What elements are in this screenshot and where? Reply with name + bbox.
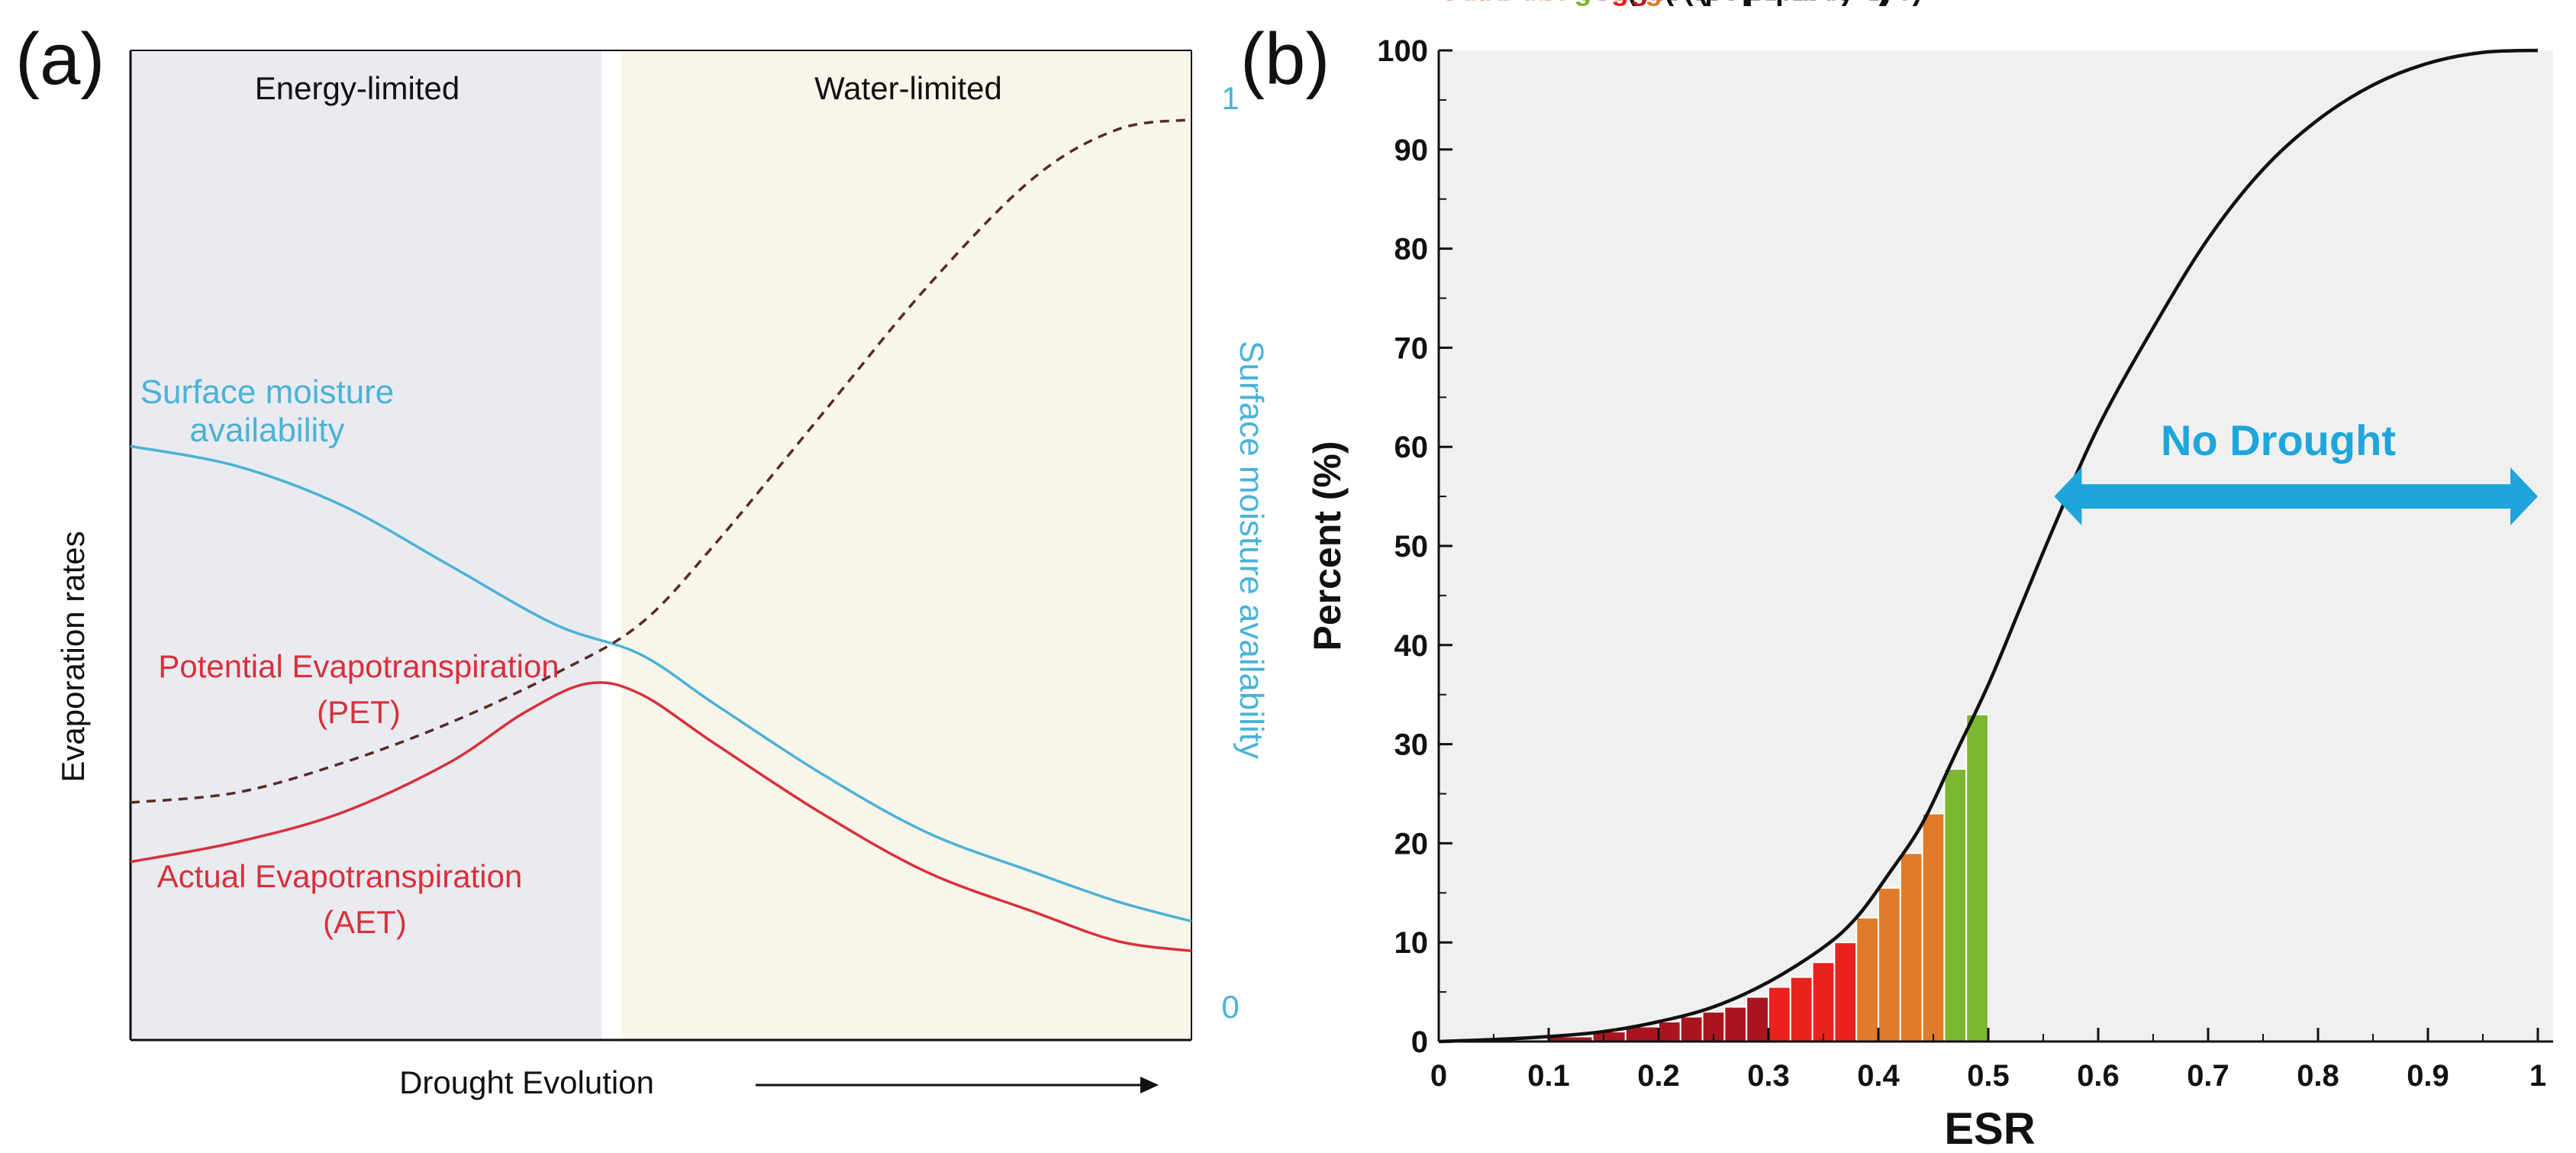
esr-bar — [1921, 812, 1946, 1042]
drought-category-name: Extreme Drought — [1440, 0, 1684, 7]
esr-bar — [1878, 887, 1901, 1043]
drought-category-name: Moderate Drought — [1440, 0, 1698, 7]
water-limited-region — [621, 50, 1191, 1040]
drought-category-percentile: (10th percentile) — [1665, 0, 1889, 7]
panel-a-label: (a) — [15, 18, 105, 100]
esr-bar — [1658, 1021, 1681, 1042]
esr-bar — [1768, 986, 1791, 1042]
esr-bar — [1723, 1006, 1748, 1042]
pet-label-line2: (PET) — [317, 694, 401, 730]
sma-line — [130, 444, 1192, 923]
x-tick-label: 0.9 — [2407, 1059, 2449, 1093]
y-axis-label: Evaporation rates — [55, 531, 91, 782]
drought-category-label: Severe Drought (10th percentile) — [1440, 0, 1888, 7]
y-tick-label: 50 — [1394, 530, 1429, 564]
y-tick-label: 100 — [1377, 34, 1428, 68]
esr-bar — [1943, 768, 1968, 1042]
x-arrow-head — [1140, 1077, 1159, 1093]
energy-limited-label: Energy-limited — [255, 70, 459, 106]
panel-b: (b) Mild Drought (30th percentile)Modera… — [1240, 0, 2553, 1153]
x-tick-label: 0.2 — [1637, 1059, 1680, 1093]
energy-limited-region — [131, 50, 601, 1040]
pet-label-line1: Potential Evapotranspiration — [158, 648, 559, 684]
no-drought-label: No Drought — [2161, 416, 2396, 464]
y-tick-label: 10 — [1394, 926, 1429, 960]
b-x-axis-label: ESR — [1944, 1104, 2035, 1153]
right-axis-bottom-tick: 0 — [1221, 989, 1239, 1025]
drought-category-name: Severe Drought — [1440, 0, 1665, 7]
x-tick-label: 0 — [1430, 1059, 1447, 1093]
y-tick-label: 70 — [1394, 331, 1429, 365]
panel-b-label: (b) — [1240, 18, 1330, 100]
drought-category-label: Mild Drought (30th percentile) — [1440, 0, 1851, 7]
y-tick-label: 90 — [1394, 134, 1429, 167]
x-tick-label: 0.3 — [1747, 1059, 1790, 1093]
esr-bar — [1965, 713, 1989, 1042]
aet-label-line2: (AET) — [323, 904, 407, 940]
y-tick-label: 40 — [1394, 629, 1429, 663]
pet-line — [130, 118, 1192, 804]
y-tick-label: 60 — [1394, 431, 1429, 464]
drought-category-label: Extreme Drought (5th percentile) — [1440, 0, 1891, 7]
x-tick-label: 0.7 — [2187, 1059, 2229, 1093]
x-tick-label: 0.5 — [1967, 1059, 2010, 1093]
no-drought-group: No Drought — [2054, 416, 2538, 526]
esr-bar — [1855, 916, 1879, 1043]
esr-bar — [1789, 976, 1814, 1042]
drought-category-percentile: (20th percentile) — [1698, 0, 1923, 7]
x-tick-label: 0.1 — [1527, 1059, 1570, 1093]
drought-category-percentile: (5th percentile) — [1684, 0, 1891, 7]
drought-category-percentile: (30th percentile) — [1627, 0, 1852, 7]
right-axis-top-tick: 1 — [1221, 80, 1239, 116]
y-tick-label: 30 — [1394, 728, 1429, 762]
esr-bar — [1811, 961, 1836, 1042]
esr-bar — [1746, 996, 1769, 1042]
sma-label-line2: availability — [190, 412, 345, 449]
esr-bar — [1833, 941, 1858, 1042]
b-drought-arrows: Mild Drought (30th percentile)Moderate D… — [1440, 0, 1922, 7]
x-tick-label: 0.4 — [1857, 1059, 1900, 1093]
panel-a: (a) Energy-limited Water-limited 1 0 Sur… — [15, 18, 1270, 1100]
y-tick-label: 0 — [1411, 1025, 1428, 1059]
aet-line — [130, 681, 1192, 953]
b-axes: 0 10 20 30 40 50 60 70 80 90 100 0 0.1 0.2 0.3 0.4 0.5 0.… — [1377, 34, 2553, 1093]
x-tick-label: 0.8 — [2297, 1059, 2339, 1093]
esr-cdf-curve — [1438, 48, 2539, 1044]
b-plot-background — [1439, 50, 2553, 1042]
water-limited-label: Water-limited — [814, 70, 1002, 106]
y-tick-label: 20 — [1394, 827, 1429, 861]
drought-category-label: Moderate Drought (20th percentile) — [1440, 0, 1922, 7]
no-drought-arrow — [2054, 467, 2538, 526]
b-y-axis-label: Percent (%) — [1306, 441, 1349, 651]
x-tick-label: 0.6 — [2077, 1059, 2120, 1093]
esr-bar — [1679, 1016, 1704, 1042]
x-axis-label: Drought Evolution — [399, 1064, 654, 1100]
y-tick-label: 80 — [1394, 233, 1429, 266]
x-tick-label: 1 — [2529, 1059, 2546, 1093]
right-axis-label: Surface moisture availability — [1233, 341, 1270, 759]
sma-label-line1: Surface moisture — [140, 373, 395, 411]
esr-bar — [1899, 852, 1923, 1043]
drought-category-name: Mild Drought — [1440, 0, 1627, 7]
aet-label-line1: Actual Evapotranspiration — [157, 858, 523, 894]
